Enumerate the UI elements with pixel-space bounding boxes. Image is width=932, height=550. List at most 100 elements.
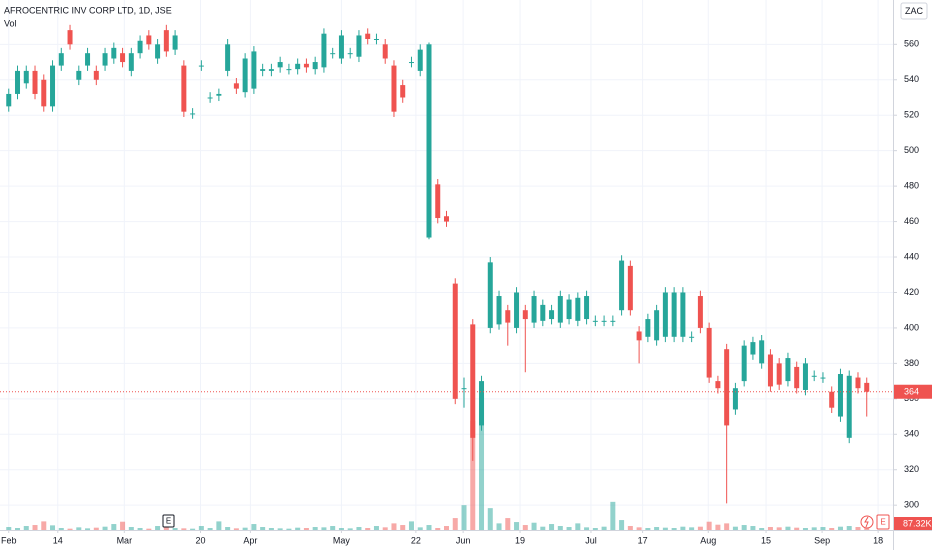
currency-box[interactable]: [900, 2, 928, 20]
volume-bar: [356, 527, 362, 530]
event-icon[interactable]: [876, 514, 890, 530]
volume-bar: [417, 527, 423, 530]
candle-body: [479, 381, 485, 426]
volume-bar: [251, 524, 257, 530]
volume-bar: [312, 527, 318, 530]
volume-bar: [50, 525, 56, 530]
volume-bar: [452, 518, 458, 530]
candle-body: [802, 363, 808, 390]
y-tick-label: 380: [904, 358, 919, 368]
candle-body: [146, 35, 152, 45]
volume-bar: [286, 528, 292, 530]
volume-bar: [627, 526, 633, 530]
volume-bar: [592, 528, 598, 530]
volume-bar: [794, 527, 800, 530]
candle-body: [461, 388, 467, 390]
candle-body: [496, 296, 502, 325]
candle-body: [163, 30, 169, 52]
volume-bar: [461, 505, 467, 530]
y-tick-label: 460: [904, 216, 919, 226]
y-tick-label: 320: [904, 464, 919, 474]
x-tick-label: Sep: [814, 535, 830, 545]
candle-body: [759, 340, 765, 364]
candle-body: [207, 97, 213, 99]
candle-body: [741, 345, 747, 382]
volume-bar: [277, 528, 283, 530]
candle-body: [776, 363, 782, 385]
volume-bar: [32, 525, 38, 530]
volume-bar: [706, 521, 712, 530]
volume-title: Vol: [4, 18, 17, 28]
candle-body: [400, 85, 406, 98]
y-tick-label: 340: [904, 429, 919, 439]
volume-layer: [6, 397, 870, 530]
candle-body: [706, 327, 712, 378]
candle-body: [128, 53, 134, 71]
volume-bar: [855, 527, 861, 530]
candle-body: [732, 388, 738, 410]
candle-body: [452, 283, 458, 399]
y-tick-label: 440: [904, 251, 919, 261]
candle-body: [365, 33, 371, 39]
candle-body: [330, 53, 336, 55]
volume-bar: [23, 526, 29, 530]
volume-bar: [330, 526, 336, 530]
volume-bar: [268, 528, 274, 530]
candle-body: [102, 53, 108, 66]
volume-bar: [391, 523, 397, 530]
volume-bar: [216, 521, 222, 530]
volume-bar: [802, 528, 808, 530]
volume-bar: [6, 527, 12, 530]
candle-body: [198, 65, 204, 67]
volume-bar: [522, 525, 528, 530]
candle-body: [584, 296, 590, 320]
candle-body: [540, 304, 546, 321]
grid: [0, 0, 893, 530]
volume-bar: [864, 527, 870, 530]
candle-body: [338, 35, 344, 59]
volume-bar: [540, 526, 546, 530]
candle-body: [557, 296, 563, 323]
candle-body: [155, 44, 161, 59]
candle-body: [260, 69, 266, 71]
candle-body: [251, 51, 257, 89]
x-tick-label: Jul: [585, 535, 597, 545]
volume-bar: [225, 527, 231, 530]
candle-body: [601, 320, 607, 322]
dividend-icon-bolt: [864, 516, 869, 528]
volume-bar: [93, 527, 99, 530]
currency: ZAC: [905, 6, 924, 16]
volume-bar: [671, 528, 677, 530]
chart-title: AFROCENTRIC INV CORP LTD, 1D, JSE: [4, 5, 172, 15]
last-volume-box: [894, 517, 932, 530]
volume-bar: [382, 527, 388, 530]
candle-body: [312, 62, 318, 70]
volume-bar: [408, 521, 414, 530]
volume-bar: [837, 526, 843, 530]
volume-bar: [496, 523, 502, 530]
volume-bar: [549, 524, 555, 530]
candle-body: [444, 216, 449, 222]
volume-bar: [128, 527, 134, 530]
volume-bar: [242, 527, 248, 530]
volume-bar: [146, 528, 152, 530]
candle-body: [426, 44, 432, 238]
earnings-icon[interactable]: [162, 514, 175, 528]
candle-body: [58, 53, 64, 66]
volume-bar: [584, 527, 590, 530]
candle-body: [382, 44, 388, 59]
y-tick-label: 400: [904, 322, 919, 332]
candle-body: [85, 53, 91, 66]
candle-body: [93, 70, 99, 80]
last-volume-label: 87.32K: [903, 518, 932, 528]
volume-bar: [732, 526, 738, 530]
last-price-box: [894, 384, 932, 399]
candle-body: [76, 70, 82, 80]
volume-bar: [846, 526, 852, 530]
candle-body: [837, 374, 843, 417]
candle-body: [417, 49, 423, 71]
volume-bar: [365, 528, 371, 530]
candle-body: [277, 62, 283, 68]
